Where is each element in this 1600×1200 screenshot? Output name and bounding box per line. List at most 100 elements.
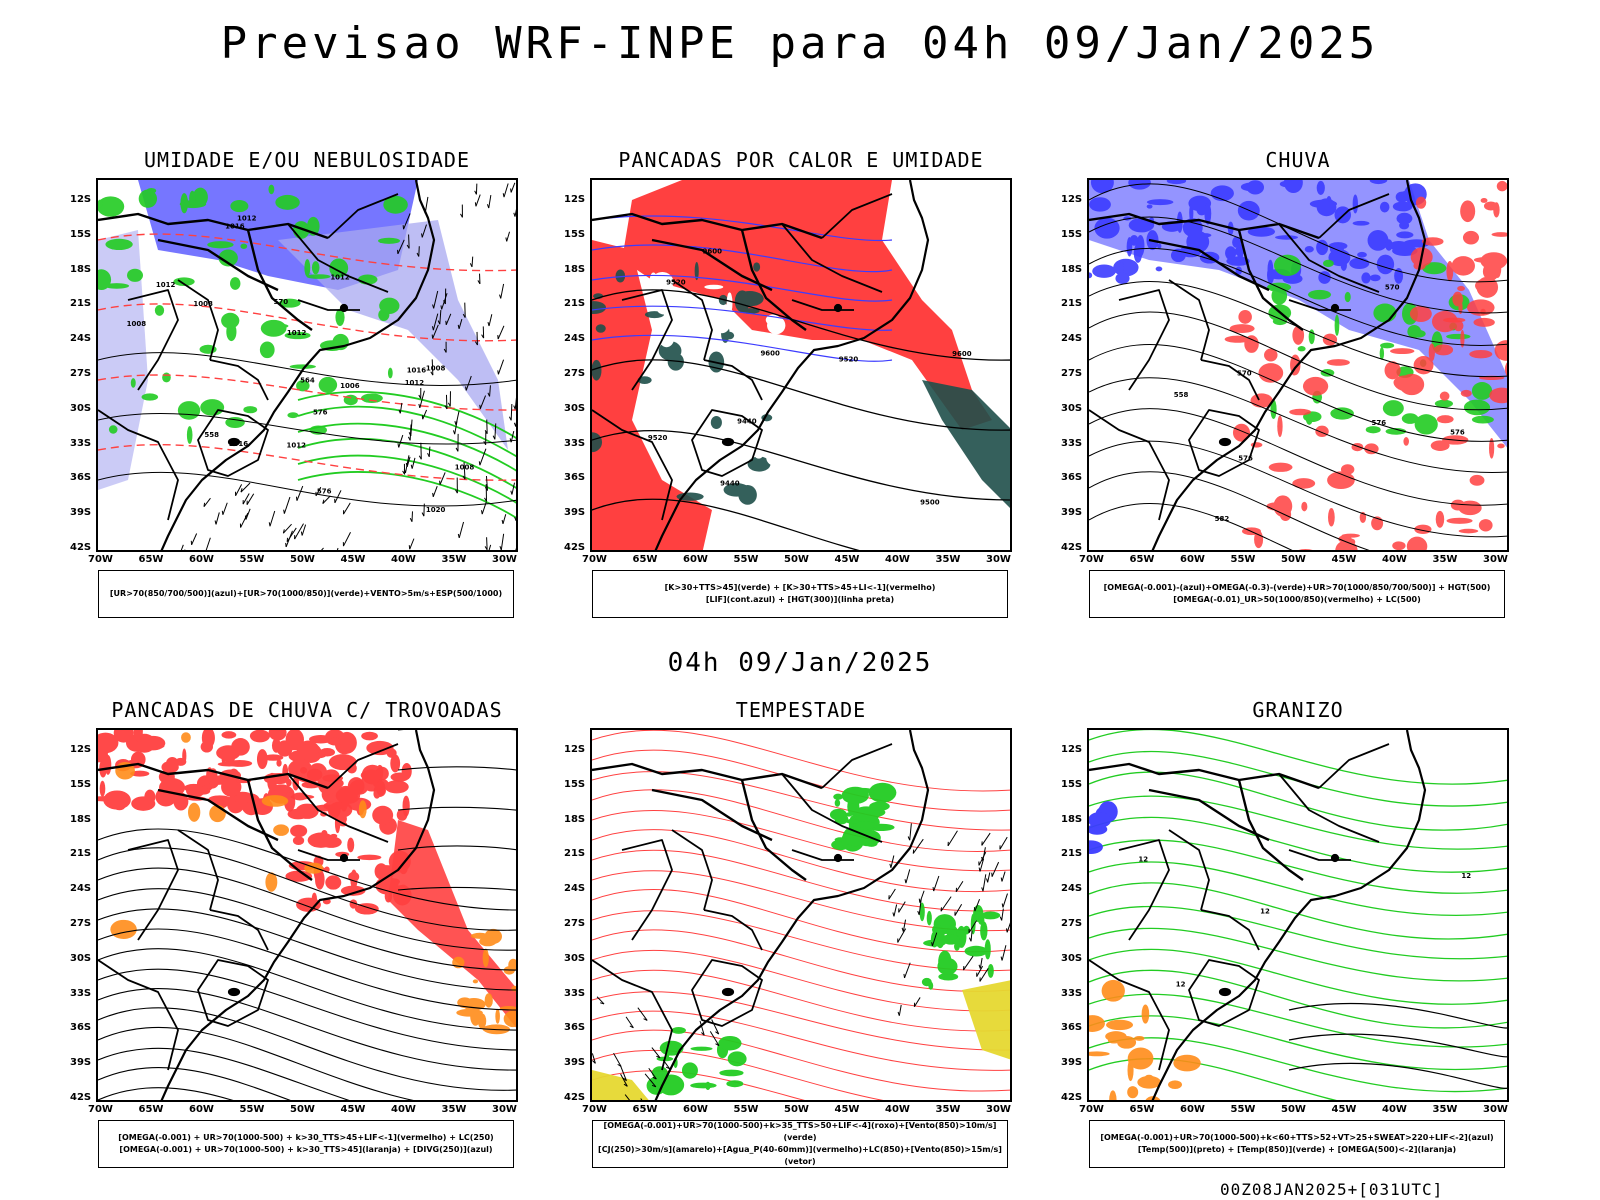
contour-label: 1008 — [127, 320, 147, 328]
coastline — [1151, 730, 1427, 1100]
legend-chuva: [OMEGA(-0.001)-(azul)+OMEGA(-0.3)-(verde… — [1089, 570, 1505, 618]
lon-tick: 45W — [834, 554, 860, 565]
omega-blue-cells — [1089, 180, 1430, 284]
border-line — [246, 779, 313, 881]
lat-tick: 18S — [1061, 813, 1083, 825]
border-line — [157, 238, 279, 292]
map-granizo: 12 12 12 12 — [1087, 728, 1509, 1102]
orange-cells-west — [110, 732, 367, 940]
legend-granizo: [OMEGA(-0.001)+UR>70(1000-500)+k<60+TTS>… — [1089, 1120, 1505, 1168]
lon-tick: 35W — [441, 1104, 467, 1115]
map-canvas: 12 12 12 12 — [1089, 730, 1507, 1100]
border-line — [197, 959, 269, 1027]
humidity-lightblue-west — [98, 230, 148, 490]
lon-tick: 40W — [391, 554, 416, 565]
lon-tick: 70W — [88, 1104, 113, 1115]
lon-tick: 65W — [632, 554, 658, 565]
border-line — [1168, 829, 1210, 911]
lon-tick: 45W — [340, 554, 366, 565]
lake — [227, 437, 241, 447]
border-line — [1288, 299, 1351, 311]
map-pancadas-trovoadas — [96, 728, 518, 1102]
panel-title-chuva: CHUVA — [1265, 148, 1331, 172]
border-line — [327, 193, 399, 239]
run-stamp: 00Z08JAN2025+[031UTC] — [1220, 1180, 1444, 1199]
lat-tick: 33S — [564, 987, 586, 999]
contour-label: 9520 — [839, 355, 859, 363]
lat-tick: 21S — [564, 848, 586, 860]
border-line — [621, 839, 673, 941]
lat-tick: 27S — [564, 368, 586, 379]
lon-tick: 40W — [885, 554, 910, 565]
lat-tick: 30S — [70, 952, 92, 964]
legend-line: [OMEGA(-0.001)+UR>70(1000-500)+k<60+TTS>… — [1100, 1133, 1494, 1142]
lat-tick: 12S — [1061, 194, 1083, 205]
hail-blue-cells — [1089, 801, 1118, 855]
border-line — [1318, 743, 1390, 789]
contour-label: 576 — [317, 488, 332, 496]
lon-tick: 30W — [492, 1104, 517, 1115]
border-line — [177, 829, 219, 911]
lon-tick: 50W — [290, 554, 315, 565]
contour-label: 12 — [1461, 872, 1471, 880]
lake — [721, 437, 735, 447]
lake — [339, 853, 349, 863]
border-line — [327, 743, 399, 789]
coastline — [1151, 180, 1427, 550]
border-line — [1148, 788, 1270, 842]
legend-line: [UR>70(850/700/500)](azul)+[UR>70(1000/8… — [109, 589, 503, 598]
lon-tick: 70W — [88, 554, 113, 565]
map-canvas — [98, 730, 516, 1100]
lon-tick: 35W — [935, 554, 961, 565]
legend-line: [OMEGA(-0.001)+UR>70(1000-500)+k>35_TTS>… — [603, 1121, 997, 1142]
border-line — [791, 849, 854, 861]
lon-tick: 70W — [1079, 1104, 1104, 1115]
contour-label: 564 — [300, 376, 315, 384]
border-line — [1318, 193, 1390, 239]
lon-tick: 65W — [632, 1104, 658, 1115]
lat-tick: 15S — [70, 228, 92, 240]
orange-cells — [452, 928, 516, 1035]
border-line — [1168, 279, 1210, 361]
lon-tick: 30W — [986, 1104, 1011, 1115]
lake — [1218, 987, 1232, 997]
lat-tick: 21S — [70, 848, 92, 860]
contour-label: 1008 — [193, 300, 213, 308]
border-line — [651, 238, 773, 292]
map-chuva: 582 576 570 576 576 570 558 — [1087, 178, 1509, 552]
legend-line: [OMEGA(-0.001) + UR>70(1000-500) + k>30_… — [119, 1145, 493, 1154]
lat-tick: 33S — [1061, 437, 1083, 449]
lat-tick: 36S — [1061, 472, 1083, 484]
lon-tick: 35W — [441, 554, 467, 565]
lon-tick: 30W — [1483, 1104, 1508, 1115]
panel-title-umidade: UMIDADE E/OU NEBULOSIDADE — [143, 148, 471, 172]
border-line — [1200, 909, 1260, 951]
border-line — [209, 359, 269, 401]
lat-tick: 15S — [1061, 778, 1083, 790]
map-canvas: 582 576 570 576 576 570 558 — [1089, 180, 1507, 550]
lat-tick: 24S — [1061, 883, 1083, 895]
contour-label: 576 — [1371, 419, 1386, 427]
lat-tick: 39S — [70, 1057, 92, 1069]
contour-label: 1016 — [229, 440, 249, 448]
lat-tick: 12S — [564, 744, 586, 755]
border-line — [651, 788, 773, 842]
contour-label: 1020 — [426, 506, 446, 514]
lon-tick: 40W — [391, 1104, 416, 1115]
border-line — [1188, 959, 1260, 1027]
lat-tick: 21S — [564, 298, 586, 310]
lon-tick: 40W — [1382, 554, 1407, 565]
lat-tick: 24S — [564, 333, 586, 345]
contour-label: 1012 — [287, 329, 307, 337]
border-line — [781, 773, 883, 843]
contour-label: 1016 — [407, 366, 427, 374]
lon-tick: 65W — [138, 554, 164, 565]
lat-tick: 18S — [564, 813, 586, 825]
lon-tick: 30W — [986, 554, 1011, 565]
lon-tick: 55W — [733, 1104, 759, 1115]
border-line — [98, 409, 179, 521]
geography-outlines — [1089, 730, 1427, 1100]
lat-tick: 39S — [70, 507, 92, 519]
pressure-contours — [98, 352, 516, 507]
contour-label: 1012 — [405, 379, 425, 387]
